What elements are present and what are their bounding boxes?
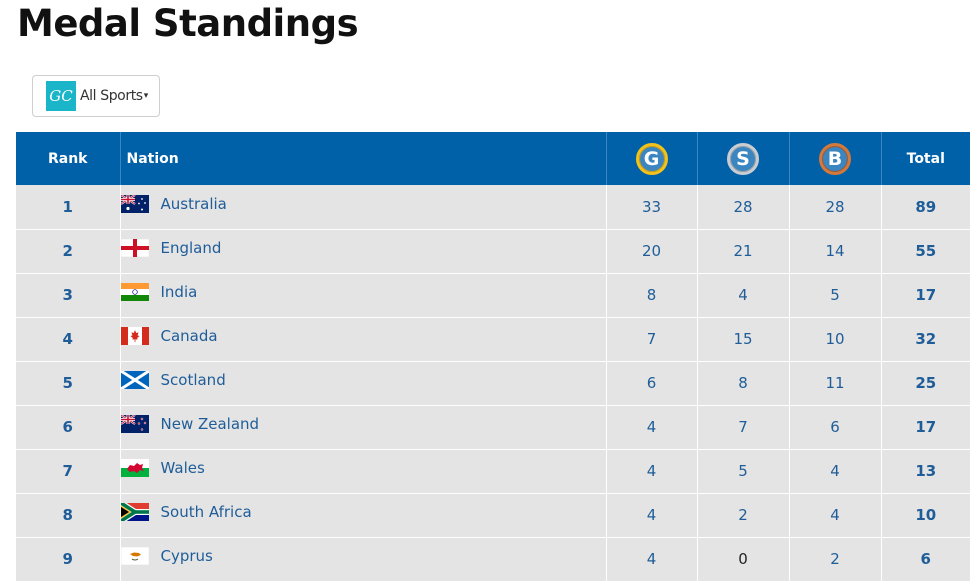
sport-filter-dropdown[interactable]: GC All Sports ▾ <box>32 75 160 117</box>
total-count-cell: 25 <box>881 361 970 406</box>
nation-link[interactable]: Canada <box>160 327 218 345</box>
silver-count-cell: 0 <box>697 537 790 582</box>
silver-count-cell: 5 <box>697 449 790 494</box>
medal-table: Rank Nation G S B Total 1 <box>16 132 970 582</box>
nation-link[interactable]: Australia <box>160 194 227 213</box>
canada-flag-icon <box>120 327 149 345</box>
total-count-cell: 6 <box>881 537 970 582</box>
new-zealand-flag-icon <box>120 415 149 433</box>
gold-count-cell: 4 <box>606 405 698 450</box>
nation-link[interactable]: India <box>160 283 198 301</box>
silver-count-cell: 21 <box>697 229 790 274</box>
total-column-header[interactable]: Total <box>906 150 945 167</box>
table-row: 4 Canada 7 15 10 32 <box>16 317 970 362</box>
gold-count-cell: 6 <box>606 361 698 406</box>
gc-logo-icon: GC <box>46 81 76 111</box>
total-count-cell: 17 <box>881 273 970 318</box>
nation-link[interactable]: Wales <box>160 459 205 477</box>
page-title: Medal Standings <box>17 2 359 45</box>
rank-cell: 8 <box>16 493 121 538</box>
total-count-cell: 17 <box>881 405 970 450</box>
caret-down-icon: ▾ <box>143 91 149 101</box>
table-header-row: Rank Nation G S B Total <box>16 132 970 185</box>
silver-count-cell: 8 <box>697 361 790 406</box>
nation-cell: Wales <box>120 449 607 494</box>
rank-cell: 5 <box>16 361 121 406</box>
silver-count-cell: 28 <box>697 185 790 230</box>
gold-count-cell: 4 <box>606 537 698 582</box>
bronze-count-cell: 10 <box>789 317 882 362</box>
bronze-count-cell: 4 <box>789 493 882 538</box>
bronze-count-cell: 11 <box>789 361 882 406</box>
england-flag-icon <box>120 239 149 257</box>
silver-count-cell: 15 <box>697 317 790 362</box>
nation-link[interactable]: England <box>160 239 222 257</box>
nation-cell: Scotland <box>120 361 607 406</box>
wales-flag-icon <box>120 459 149 477</box>
table-row: 3 India 8 4 5 17 <box>16 273 970 318</box>
rank-column-header[interactable]: Rank <box>16 132 121 185</box>
silver-count-cell: 4 <box>697 273 790 318</box>
bronze-count-cell: 14 <box>789 229 882 274</box>
bronze-count-cell: 4 <box>789 449 882 494</box>
rank-cell: 9 <box>16 537 121 582</box>
total-count-cell: 10 <box>881 493 970 538</box>
nation-cell: India <box>120 273 607 318</box>
total-count-cell: 32 <box>881 317 970 362</box>
south-africa-flag-icon <box>120 503 149 521</box>
nation-link[interactable]: South Africa <box>160 503 252 521</box>
silver-medal-icon: S <box>727 142 759 175</box>
gold-count-cell: 20 <box>606 229 698 274</box>
rank-cell: 4 <box>16 317 121 362</box>
australia-flag-icon <box>120 194 149 213</box>
table-row: 2 England 20 21 14 55 <box>16 229 970 274</box>
nation-cell: Australia <box>120 185 607 230</box>
silver-count-cell: 7 <box>697 405 790 450</box>
rank-cell: 7 <box>16 449 121 494</box>
nation-cell: South Africa <box>120 493 607 538</box>
scotland-flag-icon <box>120 371 149 389</box>
table-row: 1 Australia 33 28 28 89 <box>16 185 970 230</box>
total-count-cell: 13 <box>881 449 970 494</box>
nation-column-header[interactable]: Nation <box>120 132 607 185</box>
rank-cell: 2 <box>16 229 121 274</box>
total-count-cell: 89 <box>881 185 970 230</box>
bronze-count-cell: 2 <box>789 537 882 582</box>
total-count-cell: 55 <box>881 229 970 274</box>
nation-link[interactable]: New Zealand <box>160 415 260 433</box>
nation-cell: New Zealand <box>120 405 607 450</box>
bronze-count-cell: 28 <box>789 185 882 230</box>
gold-medal-icon: G <box>635 142 668 175</box>
bronze-count-cell: 5 <box>789 273 882 318</box>
table-row: 9 Cyprus 4 0 2 6 <box>16 537 970 582</box>
gold-count-cell: 33 <box>606 185 698 230</box>
silver-count-cell: 2 <box>697 493 790 538</box>
gold-count-cell: 4 <box>606 449 698 494</box>
bronze-column-header[interactable]: B <box>789 132 882 185</box>
gold-count-cell: 8 <box>606 273 698 318</box>
table-row: 7 Wales 4 5 4 13 <box>16 449 970 494</box>
rank-cell: 3 <box>16 273 121 318</box>
bronze-medal-icon: B <box>819 142 851 175</box>
nation-link[interactable]: Scotland <box>160 371 226 389</box>
gold-count-cell: 7 <box>606 317 698 362</box>
rank-cell: 1 <box>16 185 121 230</box>
cyprus-flag-icon <box>120 547 149 565</box>
nation-cell: Canada <box>120 317 607 362</box>
gold-count-cell: 4 <box>606 493 698 538</box>
gold-column-header[interactable]: G <box>606 132 698 185</box>
india-flag-icon <box>120 283 149 301</box>
nation-cell: Cyprus <box>120 537 607 582</box>
bronze-count-cell: 6 <box>789 405 882 450</box>
rank-cell: 6 <box>16 405 121 450</box>
nation-link[interactable]: Cyprus <box>160 547 213 565</box>
silver-column-header[interactable]: S <box>697 132 790 185</box>
table-row: 6 New Zealand 4 7 6 17 <box>16 405 970 450</box>
nation-cell: England <box>120 229 607 274</box>
table-row: 8 South Africa 4 2 4 10 <box>16 493 970 538</box>
sport-filter-label: All Sports <box>80 88 143 104</box>
table-row: 5 Scotland 6 8 11 25 <box>16 361 970 406</box>
